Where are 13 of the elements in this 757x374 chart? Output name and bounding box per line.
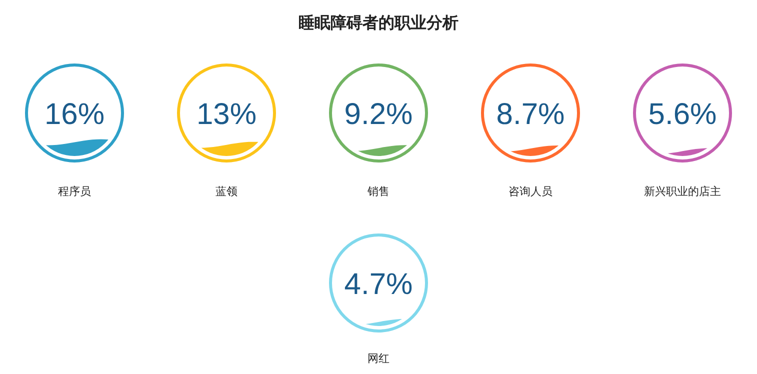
text: 睡眠障碍者的职业分析 xyxy=(298,14,458,32)
category-label: 网红 xyxy=(368,353,390,365)
data-label: 9.2% xyxy=(344,98,413,131)
data-label: 4.7% xyxy=(344,268,413,301)
category-label: 蓝领 xyxy=(216,185,238,198)
data-label: 5.6% xyxy=(648,98,717,131)
category-label: 销售 xyxy=(366,186,390,198)
data-label: 16% xyxy=(44,98,105,131)
category-label: 咨询人员 xyxy=(508,186,552,198)
data-label: 13% xyxy=(196,98,257,131)
category-label: 新兴职业的店主 xyxy=(644,185,721,198)
data-label: 8.7% xyxy=(496,98,565,131)
category-label: 程序员 xyxy=(58,185,91,198)
